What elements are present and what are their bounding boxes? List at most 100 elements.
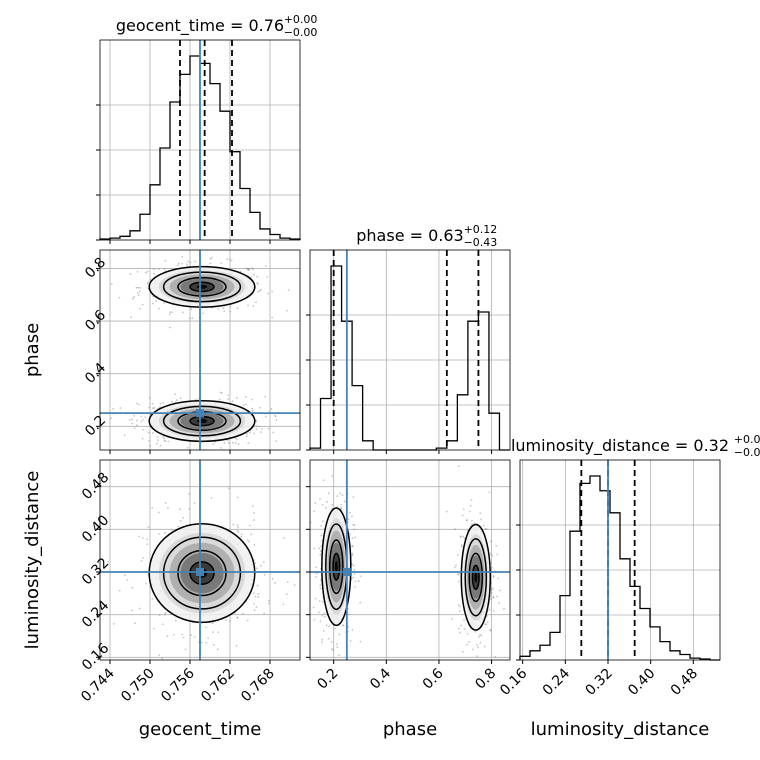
scatter-point xyxy=(458,610,461,613)
scatter-point xyxy=(212,443,215,446)
scatter-point xyxy=(227,442,230,444)
scatter-point xyxy=(351,537,354,540)
scatter-point xyxy=(253,543,256,546)
scatter-point xyxy=(164,502,167,504)
scatter-point xyxy=(255,428,258,431)
scatter-point xyxy=(470,499,473,501)
scatter-point xyxy=(351,628,354,631)
scatter-point xyxy=(482,524,485,527)
scatter-point xyxy=(136,292,139,295)
scatter-point xyxy=(353,568,356,571)
panel-title-phase: phase = 0.63 xyxy=(356,226,463,245)
scatter-point xyxy=(275,440,278,443)
scatter-point xyxy=(496,595,498,598)
scatter-point xyxy=(340,507,343,510)
scatter-point xyxy=(141,437,144,440)
scatter-point xyxy=(349,532,352,535)
scatter-point xyxy=(359,601,362,604)
axes-frame xyxy=(99,249,301,451)
histogram-luminosity_distance xyxy=(519,475,720,661)
x-tick-label: 0.744 xyxy=(78,665,118,705)
scatter-point xyxy=(186,446,189,449)
x-tick-label: 0.750 xyxy=(118,666,158,706)
scatter-point xyxy=(351,545,354,547)
scatter-point xyxy=(118,296,121,299)
scatter-point xyxy=(158,614,161,617)
scatter-point xyxy=(212,644,215,646)
scatter-point xyxy=(254,562,257,564)
scatter-point xyxy=(343,500,346,503)
scatter-point xyxy=(133,415,136,417)
scatter-point xyxy=(359,640,362,643)
scatter-point xyxy=(146,281,149,284)
contour-line xyxy=(148,265,256,308)
scatter-point xyxy=(253,432,256,435)
scatter-point xyxy=(456,553,459,556)
scatter-point xyxy=(236,438,238,441)
scatter-point xyxy=(327,492,330,495)
scatter-point xyxy=(251,398,253,401)
scatter-point xyxy=(131,297,134,300)
scatter-point xyxy=(342,624,345,627)
scatter-point xyxy=(319,497,321,500)
scatter-point xyxy=(188,493,191,495)
scatter-point xyxy=(267,292,270,295)
scatter-point xyxy=(474,630,477,633)
contour-line xyxy=(321,507,352,627)
scatter-point xyxy=(331,475,334,477)
scatter-point xyxy=(239,270,242,273)
scatter-point xyxy=(242,404,245,407)
scatter-point xyxy=(257,282,259,285)
scatter-point xyxy=(465,519,468,522)
scatter-point xyxy=(137,294,140,297)
scatter-point xyxy=(336,643,338,646)
scatter-point xyxy=(146,270,149,273)
scatter-point xyxy=(146,543,149,546)
scatter-point xyxy=(247,268,250,271)
scatter-point xyxy=(321,638,324,641)
scatter-point xyxy=(492,596,495,599)
scatter-point xyxy=(497,577,500,580)
scatter-point xyxy=(256,584,259,587)
scatter-point xyxy=(484,528,487,530)
scatter-point xyxy=(229,258,231,260)
scatter-point xyxy=(161,623,164,626)
scatter-point xyxy=(112,408,114,410)
scatter-point xyxy=(348,511,351,514)
scatter-point xyxy=(313,510,316,513)
scatter-point xyxy=(479,633,481,636)
scatter-point xyxy=(240,535,243,538)
scatter-point xyxy=(455,564,457,567)
scatter-point xyxy=(240,533,243,536)
scatter-point xyxy=(457,580,460,583)
scatter-point xyxy=(245,403,248,406)
scatter-point xyxy=(119,407,122,409)
scatter-point xyxy=(140,559,143,562)
scatter-point xyxy=(286,581,289,584)
scatter-point xyxy=(478,636,481,638)
scatter-point xyxy=(480,634,483,637)
joint-content xyxy=(100,250,300,450)
scatter-point xyxy=(285,593,288,596)
scatter-point xyxy=(158,307,161,310)
scatter-point xyxy=(218,398,221,401)
scatter-point xyxy=(246,268,249,271)
scatter-point xyxy=(252,268,254,271)
scatter-point xyxy=(216,648,219,651)
scatter-point xyxy=(347,518,350,521)
scatter-point xyxy=(457,465,460,468)
scatter-point xyxy=(318,600,321,602)
scatter-point xyxy=(325,624,328,627)
scatter-point xyxy=(293,584,296,586)
scatter-point xyxy=(490,589,493,591)
scatter-point xyxy=(221,392,223,394)
scatter-point xyxy=(161,657,164,660)
scatter-point xyxy=(136,419,138,422)
x-tick-label: 0.24 xyxy=(540,665,573,698)
scatter-point xyxy=(234,437,237,440)
scatter-point xyxy=(110,283,113,285)
scatter-point xyxy=(321,600,324,603)
scatter-point xyxy=(152,268,155,271)
scatter-point xyxy=(231,400,234,402)
title-minus-error: −0.00 xyxy=(284,26,318,39)
